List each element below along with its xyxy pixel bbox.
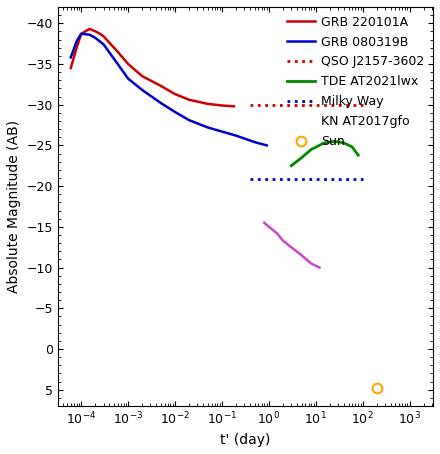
Y-axis label: Absolute Magnitude (AB): Absolute Magnitude (AB)	[7, 120, 21, 293]
Legend: GRB 220101A, GRB 080319B, QSO J2157-3602, TDE AT2021lwx, Milky Way, KN AT2017gfo: GRB 220101A, GRB 080319B, QSO J2157-3602…	[285, 13, 427, 150]
X-axis label: t' (day): t' (day)	[220, 433, 271, 447]
